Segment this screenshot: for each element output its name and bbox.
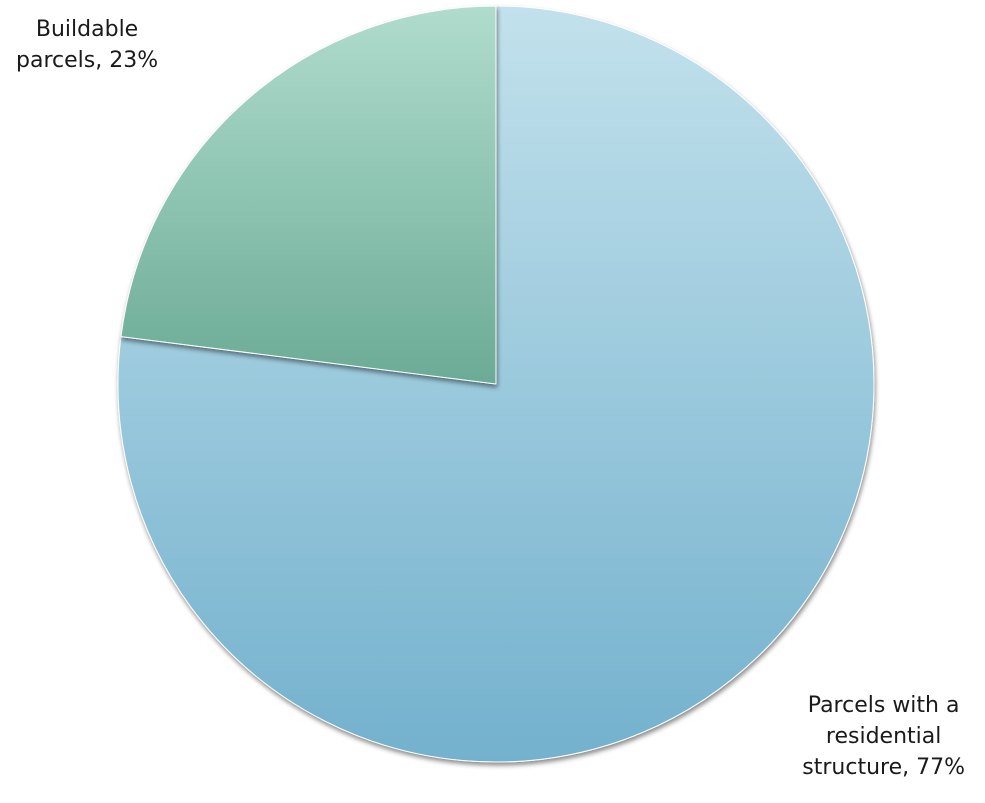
- slice-label-residential-line-1: Parcels with a: [807, 693, 960, 718]
- slice-label-buildable: Buildable parcels, 23%: [16, 14, 158, 76]
- slice-residential: [117, 5, 875, 763]
- slice-label-buildable-line-2: parcels, 23%: [16, 48, 159, 73]
- slice-buildable: [120, 5, 497, 385]
- slice-label-residential-line-3: structure, 77%: [802, 755, 965, 780]
- slice-label-residential-line-2: residential: [825, 724, 942, 749]
- slice-label-buildable-line-1: Buildable: [35, 17, 139, 42]
- pie-slices: [117, 5, 875, 763]
- slice-label-residential: Parcels with a residential structure, 77…: [802, 690, 965, 783]
